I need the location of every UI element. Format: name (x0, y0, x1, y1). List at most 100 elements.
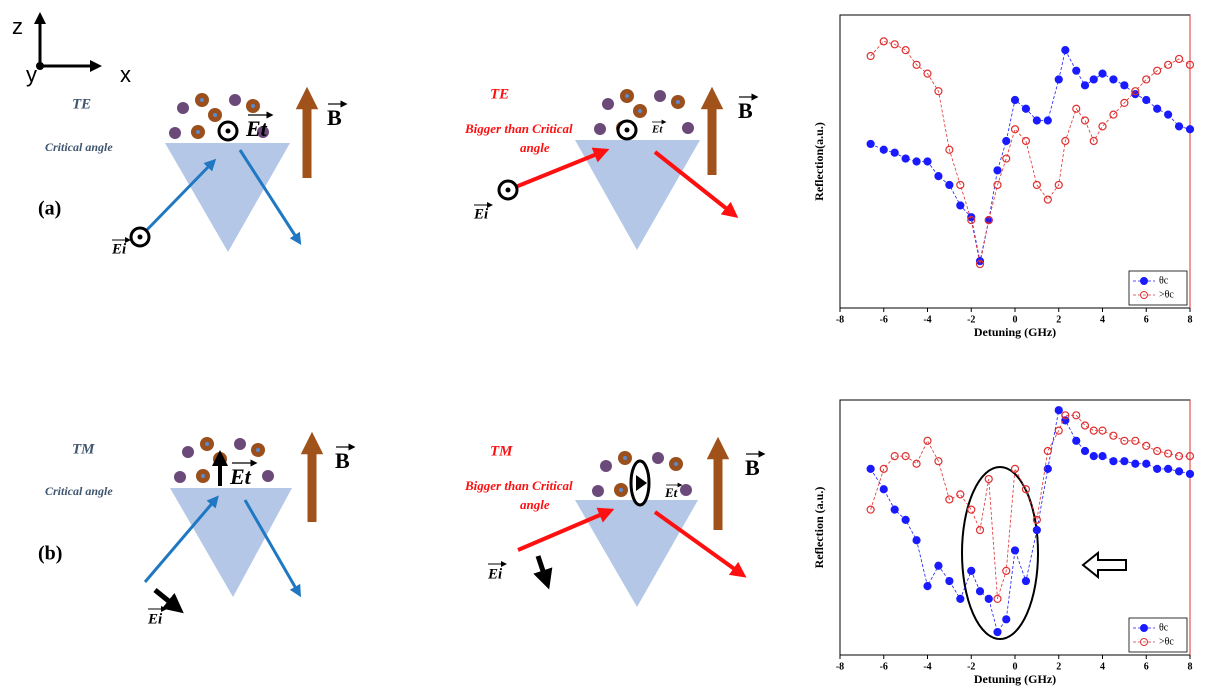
data-point (967, 505, 976, 514)
data-point (1061, 136, 1070, 146)
x-tick-label: 0 (1013, 314, 1018, 325)
ei-label: Ei (487, 566, 503, 582)
x-tick-label: -4 (923, 314, 931, 325)
data-point (1164, 464, 1173, 473)
series-line (870, 49, 1191, 262)
ei-label: Ei (111, 241, 127, 257)
data-point (1032, 116, 1041, 125)
data-point (1032, 515, 1041, 524)
z-label: z (12, 14, 23, 39)
x-tick-label: -4 (923, 661, 931, 672)
prism (170, 488, 292, 597)
data-point (1021, 104, 1031, 113)
data-point (993, 594, 1002, 604)
data-point (879, 485, 888, 494)
angle: angle (520, 497, 550, 512)
data-point (1131, 436, 1140, 445)
data-point (1174, 452, 1184, 461)
data-point (1043, 446, 1052, 456)
data-point (1054, 180, 1063, 190)
mode: TM (490, 443, 513, 459)
x-label: x (120, 62, 131, 87)
data-point (956, 594, 965, 604)
data-point (879, 37, 888, 46)
data-point (923, 157, 932, 166)
angle: Critical angle (45, 484, 113, 498)
prism (575, 500, 698, 607)
data-point (1185, 469, 1195, 479)
angle: Bigger than Critical (464, 478, 573, 493)
legend-marker (1140, 638, 1148, 646)
data-point (1072, 66, 1081, 75)
panel-label: (b) (38, 543, 62, 565)
data-point (866, 505, 875, 514)
data-point (923, 436, 932, 445)
mode: TM (72, 441, 95, 457)
angle: angle (520, 140, 550, 155)
atoms (174, 437, 274, 483)
data-point (993, 166, 1002, 175)
data-point (934, 457, 943, 466)
x-tick-label: 8 (1188, 314, 1193, 325)
data-point (934, 172, 943, 181)
data-point (1002, 154, 1011, 163)
reflected-beam (243, 499, 301, 598)
angle: Critical angle (45, 140, 113, 154)
data-point (1089, 426, 1098, 435)
data-point (945, 495, 954, 504)
data-point (993, 180, 1002, 190)
diagram-a-left: TE Critical angle (a) Ei Et B (38, 86, 348, 257)
x-tick-label: 8 (1188, 661, 1193, 672)
data-point (1109, 431, 1118, 440)
data-point (975, 525, 985, 535)
data-point (1089, 75, 1098, 84)
x-tick-label: -8 (836, 314, 844, 325)
data-point (934, 561, 943, 570)
data-point (1174, 467, 1184, 476)
data-point (1164, 449, 1173, 458)
mode: TE (72, 96, 91, 112)
data-point (984, 216, 993, 225)
data-point (967, 566, 976, 575)
x-tick-label: -2 (967, 314, 975, 325)
series-line (870, 414, 1190, 600)
plot-frame (839, 14, 1191, 309)
data-point (1098, 69, 1107, 78)
x-tick-label: -6 (880, 314, 888, 325)
b-label: B (745, 455, 760, 480)
data-point (1054, 406, 1063, 415)
data-point (984, 594, 993, 604)
series-line (870, 40, 1191, 265)
data-point (975, 587, 985, 596)
mode: TE (490, 86, 509, 102)
x-tick-label: 2 (1056, 661, 1061, 672)
data-point (1120, 457, 1129, 466)
data-point (956, 490, 965, 499)
data-point (1010, 546, 1020, 555)
data-point (1142, 75, 1151, 84)
data-point (901, 515, 910, 524)
ei-label: Ei (473, 206, 489, 222)
data-point (901, 46, 910, 55)
x-tick-label: -8 (836, 661, 844, 672)
data-point (934, 87, 943, 96)
data-point (1002, 136, 1011, 146)
prism (165, 143, 290, 252)
data-point (1021, 485, 1031, 494)
data-point (1109, 75, 1118, 84)
data-point (1153, 66, 1162, 75)
data-point (1164, 60, 1173, 69)
data-point (1098, 122, 1107, 131)
data-point (1153, 104, 1162, 113)
data-point (923, 69, 932, 78)
data-point (1109, 457, 1118, 466)
data-point (1054, 426, 1063, 435)
y-label: y (26, 62, 37, 87)
data-point (1120, 81, 1129, 90)
data-point (984, 474, 993, 484)
field-dot (624, 127, 630, 133)
legend-marker (1140, 624, 1148, 632)
data-point (1080, 446, 1090, 456)
data-point (901, 154, 910, 163)
legend-label: >θc (1159, 289, 1174, 300)
